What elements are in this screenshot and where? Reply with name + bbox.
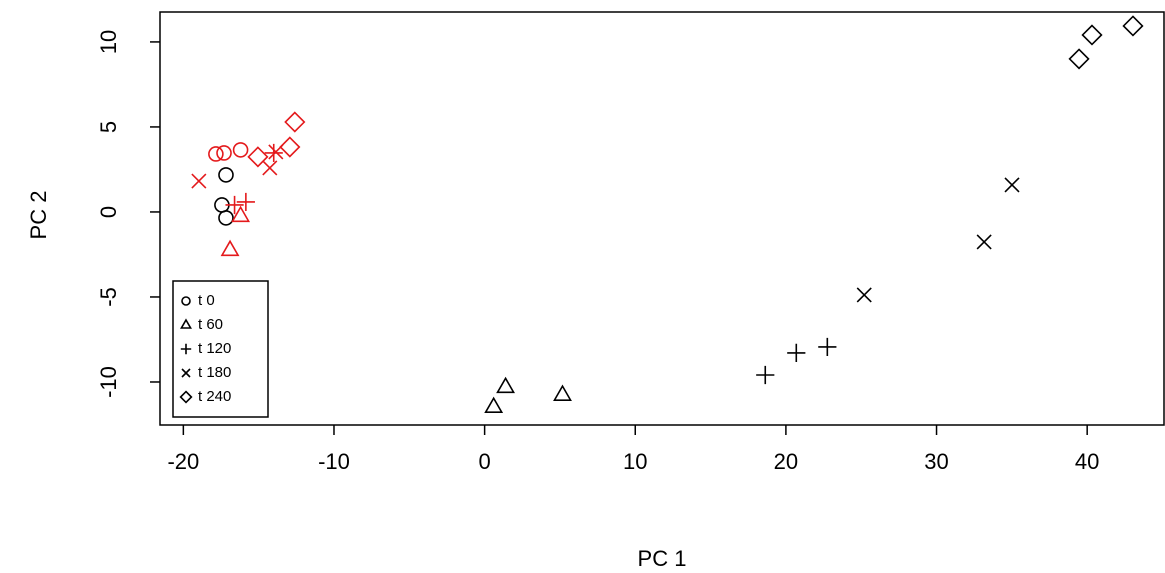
legend-marker [180, 318, 192, 329]
point [496, 376, 515, 394]
point [262, 160, 278, 176]
legend-label: t 240 [198, 388, 231, 405]
point [216, 145, 232, 161]
point [218, 167, 234, 183]
point [284, 111, 306, 133]
y-axis-title: PC 2 [26, 191, 51, 240]
point [279, 136, 301, 158]
point [976, 234, 992, 250]
y-tick-label: -10 [96, 366, 121, 398]
point [232, 142, 249, 158]
x-axis-title: PC 1 [638, 546, 687, 571]
point [1122, 15, 1144, 37]
x-tick-label: 0 [478, 449, 490, 474]
point [225, 195, 244, 215]
point [208, 146, 224, 162]
legend-marker [179, 390, 193, 404]
x-tick-label: 20 [774, 449, 798, 474]
point [484, 396, 504, 414]
point [247, 146, 269, 168]
point [553, 384, 572, 401]
point [1081, 24, 1103, 46]
legend-marker [181, 368, 191, 378]
legend-label: t 120 [198, 340, 231, 357]
y-tick-label: 5 [96, 121, 121, 133]
y-tick-label: 10 [96, 30, 121, 54]
point [818, 337, 837, 357]
x-tick-label: 10 [623, 449, 647, 474]
x-tick-label: 30 [924, 449, 948, 474]
legend-marker [181, 296, 191, 306]
point [787, 343, 806, 363]
legend-label: t 60 [198, 316, 223, 333]
legend-label: t 0 [198, 292, 215, 309]
point [231, 205, 251, 223]
point [756, 365, 775, 385]
y-tick-label: -5 [96, 287, 121, 307]
point [236, 192, 255, 212]
legend-marker [180, 343, 192, 355]
point [191, 173, 207, 189]
legend: t 0 t 60 t 120 t 180 t 240 [172, 280, 269, 418]
x-tick-label: -20 [167, 449, 199, 474]
point [220, 239, 240, 257]
point [1004, 177, 1020, 193]
legend-label: t 180 [198, 364, 231, 381]
plot-frame [159, 11, 1165, 426]
point [1068, 48, 1090, 70]
y-tick-label: 0 [96, 206, 121, 218]
point [218, 210, 234, 226]
x-tick-label: -10 [318, 449, 350, 474]
point [856, 287, 872, 303]
x-tick-label: 40 [1075, 449, 1099, 474]
